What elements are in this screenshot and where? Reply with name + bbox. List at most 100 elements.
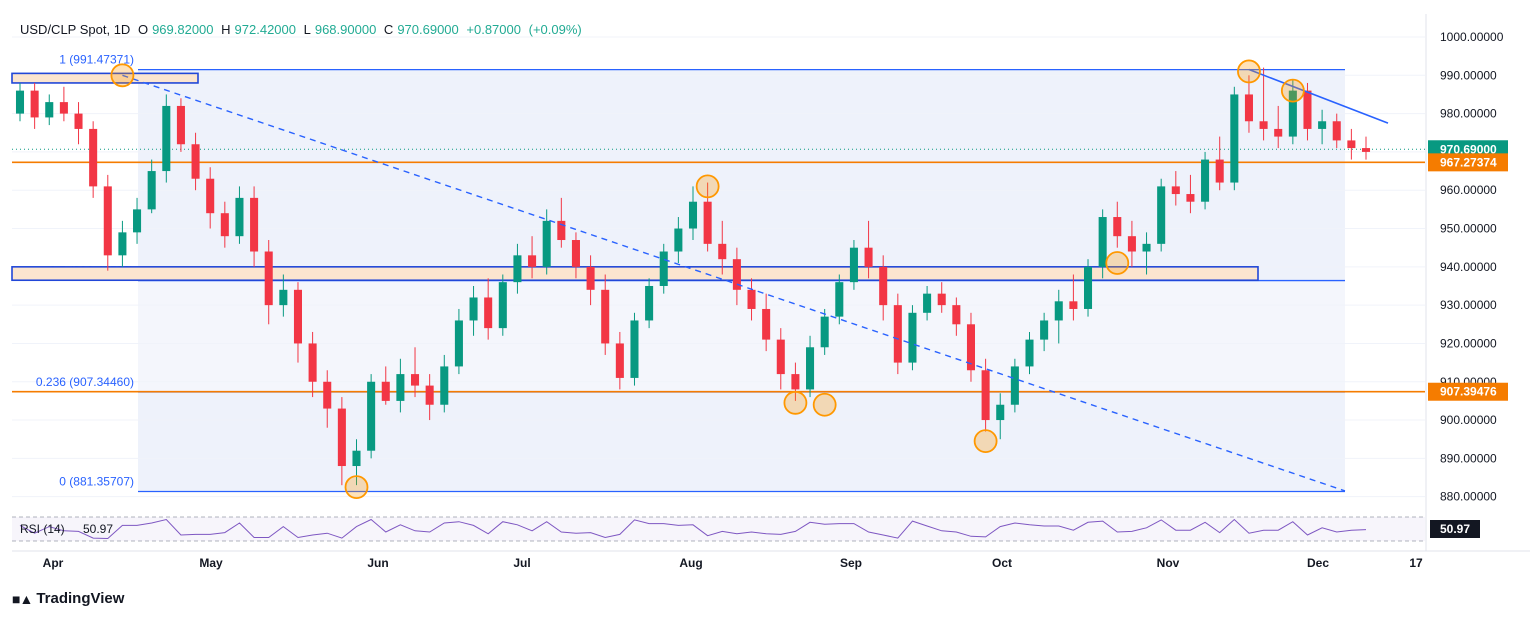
candle-body (674, 228, 683, 252)
candle-body (601, 289, 610, 344)
highlight-circle (695, 174, 720, 199)
y-tick-label: 920.00000 (1440, 336, 1497, 350)
highlight-circle (110, 63, 135, 88)
candle-body (381, 381, 390, 401)
rsi-line (19, 518, 1367, 540)
candle-body (323, 381, 332, 409)
highlight-circle (344, 475, 369, 500)
candle-body (1127, 236, 1136, 252)
rsi-tag-label: 50.97 (1440, 522, 1470, 536)
candle-body (220, 213, 229, 237)
low-label: L (303, 22, 311, 37)
y-tick-label: 990.00000 (1440, 68, 1497, 82)
candle-body (176, 105, 185, 145)
x-tick-label: Dec (1307, 556, 1329, 570)
candle-body (1171, 186, 1180, 195)
candle-body (15, 90, 25, 114)
candle-body (147, 171, 156, 210)
high-label: H (221, 22, 231, 37)
candle-body (1157, 186, 1166, 244)
candle-body (966, 324, 976, 371)
candle-body (1083, 266, 1093, 309)
price-tag-label: 970.69000 (1440, 142, 1497, 156)
top-zone-box (11, 72, 199, 84)
candle-body (396, 374, 405, 401)
candle-body (542, 220, 551, 267)
candle-body (688, 201, 698, 229)
y-tick-label: 950.00000 (1440, 222, 1497, 236)
candle-body (864, 247, 873, 267)
highlight-circle (1237, 59, 1261, 84)
candle-body (806, 347, 815, 390)
candle-body (352, 450, 361, 467)
rsi-tag-bg (1430, 520, 1480, 538)
open-label: O (137, 22, 149, 37)
candle-body (1186, 194, 1195, 202)
x-tick-label: 17 (1409, 556, 1423, 570)
candle-body (1040, 320, 1049, 340)
candle-body (1259, 121, 1268, 129)
candle-body (703, 201, 712, 244)
highlight-circle (1105, 251, 1130, 275)
highlight-circle (783, 390, 808, 415)
short-trendline (1248, 68, 1389, 124)
candle-body (1244, 94, 1253, 122)
candle-body (645, 285, 654, 321)
candle-body (513, 255, 522, 283)
candle-body (308, 343, 317, 382)
candle-body (264, 251, 273, 306)
candle-body (1230, 94, 1239, 183)
candle-body (133, 209, 142, 233)
candle-body (1054, 301, 1063, 321)
candle-body (454, 320, 463, 367)
candle-body (1318, 121, 1327, 129)
x-tick-label: Aug (679, 556, 702, 570)
candle-body (762, 308, 771, 340)
candle-body (791, 374, 800, 390)
x-tick-label: Oct (992, 556, 1012, 570)
candle-body (162, 105, 171, 172)
close-value: 970.69000 (397, 22, 459, 37)
tradingview-logo[interactable]: ■▲ TradingView (12, 590, 124, 607)
candle-body (1098, 217, 1107, 267)
brand-name: TradingView (36, 590, 125, 607)
candle-body (440, 366, 449, 405)
candle-body (1347, 140, 1356, 149)
candle-body (45, 102, 54, 118)
fib-label: 0 (881.35707) (59, 474, 134, 488)
candle-body (337, 408, 346, 467)
candle-body (747, 289, 756, 309)
candle-body (30, 90, 39, 118)
candle-body (937, 293, 946, 306)
candle-body (820, 316, 829, 348)
candle-body (952, 305, 961, 325)
fib-zone-upper (138, 69, 1345, 281)
tradingview-icon: ■▲ (12, 590, 33, 607)
candle-body (425, 385, 434, 405)
candle-body (118, 232, 127, 256)
close-label: C (383, 22, 394, 37)
candle-body (615, 343, 624, 378)
candle-body (571, 240, 580, 267)
candle-body (835, 282, 844, 317)
candle-body (235, 197, 244, 237)
candle-body (849, 247, 858, 283)
y-tick-label: 960.00000 (1440, 183, 1497, 197)
highlight-circle (973, 429, 998, 454)
y-tick-label: 980.00000 (1440, 107, 1497, 121)
candle-body (996, 404, 1005, 421)
candle-body (718, 243, 727, 260)
candle-body (484, 297, 493, 329)
candle-body (630, 320, 639, 378)
candle-body (1215, 159, 1224, 183)
candle-body (659, 251, 668, 286)
y-tick-label: 1000.00000 (1440, 30, 1504, 44)
y-tick-label: 940.00000 (1440, 260, 1497, 274)
y-tick-label: 880.00000 (1440, 490, 1497, 504)
candle-body (1361, 148, 1371, 152)
candle-body (732, 259, 741, 290)
candle-body (893, 305, 902, 363)
candle-body (981, 370, 990, 421)
candle-body (410, 374, 420, 386)
